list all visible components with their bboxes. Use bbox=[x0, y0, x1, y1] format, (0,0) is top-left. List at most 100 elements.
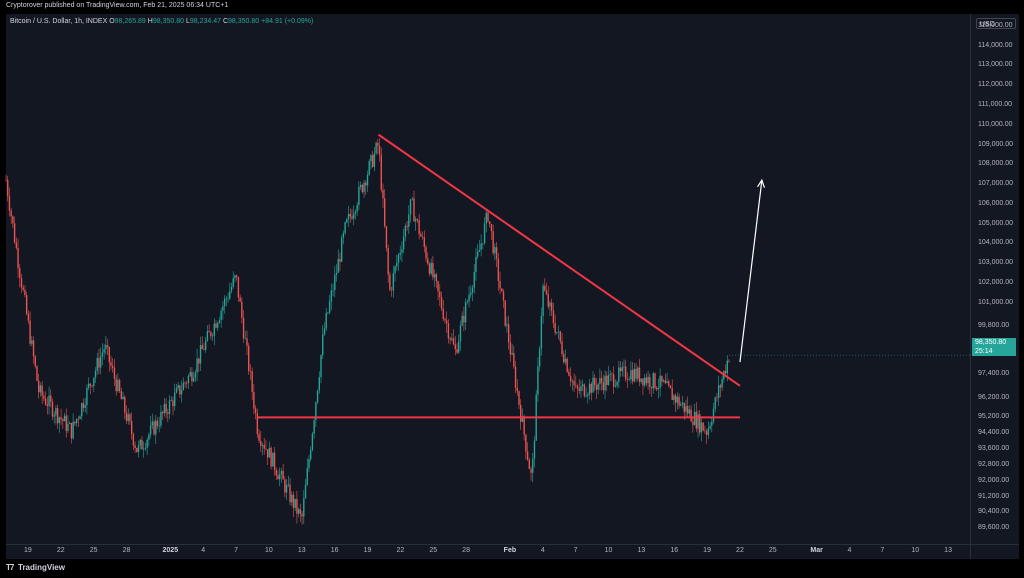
candle-body bbox=[353, 213, 355, 219]
candle-body bbox=[296, 498, 298, 514]
candle-body bbox=[311, 433, 314, 451]
publish-info: Cryptorover published on TradingView.com… bbox=[6, 2, 229, 9]
candle-body bbox=[554, 323, 556, 333]
candle-body bbox=[139, 439, 141, 446]
candle-body bbox=[287, 484, 290, 486]
candle-body bbox=[373, 153, 376, 167]
candle-body bbox=[625, 366, 627, 380]
candle-body bbox=[466, 301, 469, 303]
price-axis[interactable] bbox=[970, 14, 1019, 544]
candle-body bbox=[427, 258, 429, 264]
candle-body bbox=[440, 297, 443, 309]
candle-body bbox=[327, 312, 329, 314]
candle-body bbox=[411, 198, 413, 200]
price-tick-label: 105,000.00 bbox=[978, 219, 1014, 227]
candle-body bbox=[540, 316, 543, 349]
candle-body bbox=[406, 225, 408, 227]
candle-body bbox=[129, 414, 131, 422]
candle-body bbox=[130, 421, 133, 435]
candle-body bbox=[151, 421, 154, 426]
candle-body bbox=[232, 278, 234, 287]
candle-body bbox=[552, 310, 555, 324]
candle-body bbox=[316, 390, 319, 403]
candle-body bbox=[678, 396, 680, 406]
candle-body bbox=[354, 211, 357, 214]
candle-body bbox=[93, 377, 95, 387]
candle-body bbox=[206, 331, 209, 341]
candle-body bbox=[642, 378, 644, 386]
candle-body bbox=[32, 340, 35, 357]
candle-body bbox=[680, 404, 682, 406]
candle-body bbox=[180, 390, 183, 395]
time-tick-label: 19 bbox=[363, 547, 372, 554]
candle-body bbox=[230, 286, 233, 292]
candle-body bbox=[46, 404, 49, 406]
candle-body bbox=[674, 395, 677, 403]
candle-body bbox=[695, 411, 697, 429]
price-tick-label: 102,000.00 bbox=[978, 278, 1014, 286]
candle-body bbox=[22, 287, 24, 290]
tradingview-logo: T7 TradingView bbox=[6, 563, 65, 572]
candle-body bbox=[249, 371, 252, 372]
tradingview-logo-icon: T7 bbox=[6, 563, 14, 572]
candle-body bbox=[707, 428, 710, 435]
brand-name: TradingView bbox=[18, 563, 65, 572]
price-tick-label: 112,000.00 bbox=[978, 81, 1013, 89]
candle-body bbox=[499, 281, 501, 289]
candle-body bbox=[685, 406, 687, 412]
time-axis[interactable] bbox=[6, 544, 970, 559]
candle-body bbox=[58, 417, 61, 424]
currency-selector[interactable]: USD bbox=[976, 18, 1016, 29]
candle-body bbox=[516, 387, 518, 392]
candle-body bbox=[50, 395, 52, 402]
candle-body bbox=[148, 434, 150, 440]
candle-body bbox=[635, 368, 637, 379]
candle-body bbox=[384, 198, 386, 227]
candle-body bbox=[413, 198, 415, 222]
time-tick-label: 28 bbox=[462, 547, 470, 554]
candle-body bbox=[289, 484, 291, 503]
candle-body bbox=[719, 385, 722, 388]
candle-body bbox=[132, 434, 135, 446]
candle-body bbox=[468, 294, 470, 302]
candle-body bbox=[578, 388, 580, 391]
candle-body bbox=[724, 371, 727, 374]
candle-body bbox=[168, 400, 171, 414]
candle-body bbox=[700, 422, 703, 433]
candle-body bbox=[623, 366, 625, 368]
candle-body bbox=[404, 225, 407, 237]
candle-body bbox=[409, 199, 412, 215]
candle-body bbox=[416, 219, 419, 220]
candle-body bbox=[304, 484, 307, 499]
candle-body bbox=[495, 247, 498, 259]
candle-body bbox=[77, 418, 79, 420]
candle-body bbox=[507, 324, 510, 343]
candle-body bbox=[583, 384, 586, 397]
candle-body bbox=[575, 385, 577, 386]
candle-body bbox=[325, 313, 327, 329]
candle-body bbox=[594, 377, 596, 386]
candle-body bbox=[418, 219, 420, 235]
candle-body bbox=[490, 224, 493, 232]
candle-body bbox=[165, 403, 167, 413]
candle-body bbox=[437, 281, 439, 292]
candle-body bbox=[492, 231, 494, 254]
candle-body bbox=[392, 273, 395, 291]
candle-body bbox=[521, 416, 524, 422]
price-tick-label: 101,000.00 bbox=[978, 298, 1014, 306]
candle-body bbox=[60, 417, 62, 420]
chart-plot-area[interactable] bbox=[6, 14, 970, 544]
price-tick-label: 103,000.00 bbox=[978, 259, 1014, 267]
candle-body bbox=[585, 395, 587, 397]
candle-body bbox=[363, 182, 365, 192]
candle-body bbox=[502, 291, 505, 301]
candle-body bbox=[511, 353, 513, 355]
price-tick-label: 107,000.00 bbox=[978, 180, 1014, 188]
candle-body bbox=[184, 382, 186, 384]
candle-body bbox=[31, 340, 33, 344]
candle-body bbox=[25, 295, 28, 314]
price-tick-label: 99,800.00 bbox=[978, 322, 1010, 330]
candle-body bbox=[270, 447, 272, 467]
time-tick-label: 22 bbox=[736, 547, 744, 554]
candle-body bbox=[573, 380, 575, 386]
